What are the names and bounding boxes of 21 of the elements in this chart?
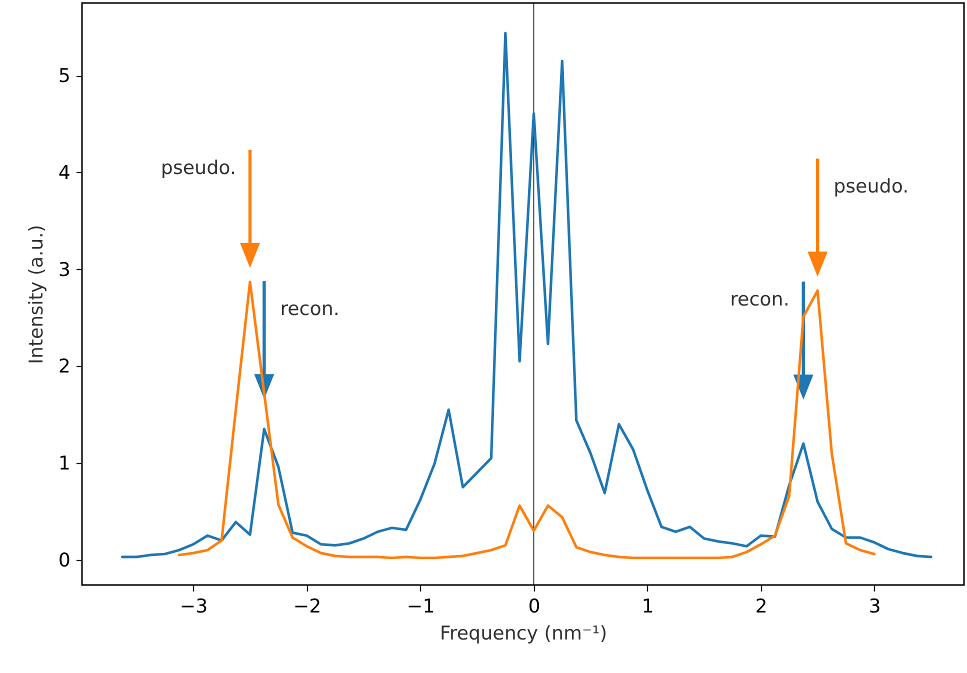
x-tick-label: 2 [755,596,768,618]
annotation: recon. [730,288,790,311]
line-series [120,32,932,558]
y-tick-label: 1 [58,452,70,474]
y-tick-label: 3 [58,258,70,281]
y-tick-label: 5 [58,65,70,88]
x-tick-label: 3 [868,596,881,618]
x-tick-label: −3 [180,596,208,618]
annotation: pseudo. [834,176,909,198]
x-axis-title: Frequency (nm⁻¹) [440,622,608,644]
y-axis-title: Intensity (a.u.) [25,224,48,364]
x-tick-label: −2 [293,596,322,618]
y-tick-label: 0 [58,549,70,572]
y-tick-label: 4 [58,162,70,184]
x-tick-label: −1 [406,596,435,618]
x-tick-label: 1 [642,596,654,618]
y-tick-label: 2 [58,356,70,378]
annotation: pseudo. [160,156,236,179]
x-tick-label: 0 [528,596,540,618]
line-series [178,280,876,560]
annotation: recon. [280,298,340,320]
